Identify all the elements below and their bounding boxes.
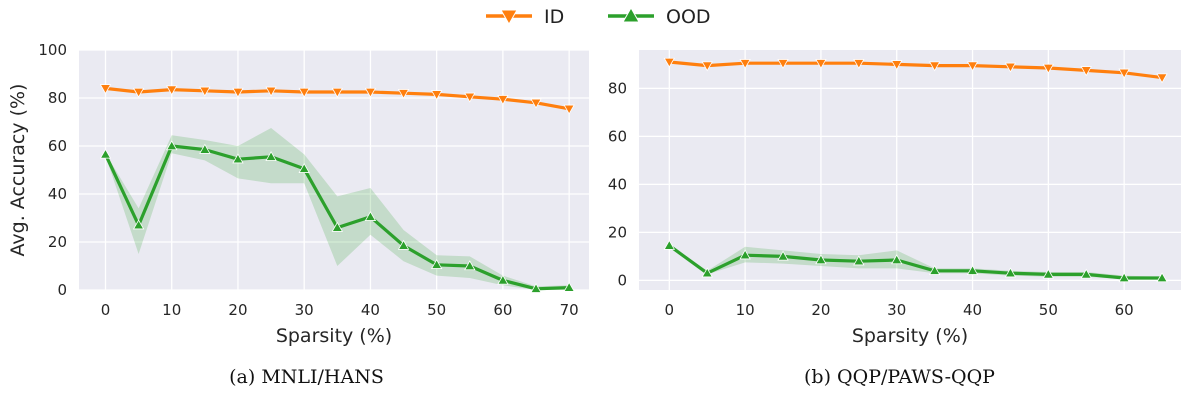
plot-area [639,50,1181,290]
x-tick-label: 60 [493,301,512,319]
x-tick-label: 40 [963,301,982,319]
x-axis-label: Sparsity (%) [852,325,968,347]
x-tick-label: 10 [162,301,181,319]
y-tick-label: 20 [48,233,67,251]
x-tick-label: 50 [427,301,446,319]
x-tick-label: 0 [665,301,675,319]
legend-label: ID [544,6,564,28]
y-tick-label: 40 [48,185,67,203]
chart-a-mnli-hans: 0 10 20 30 40 50 60 70 0 20 40 60 80 100 Sparsity (%) A… [0,36,593,362]
y-tick-label: 0 [617,271,627,289]
x-tick-label: 10 [736,301,755,319]
y-tick-label: 0 [57,281,67,299]
y-tick-label: 60 [48,137,67,155]
legend: ID OOD [0,0,1186,36]
caption-a: (a) MNLI/HANS [0,366,593,388]
x-tick-label: 50 [1039,301,1058,319]
x-tick-label: 0 [101,301,111,319]
x-tick-label: 20 [811,301,830,319]
x-tick-label: 30 [295,301,314,319]
y-tick-label: 80 [48,89,67,107]
x-tick-label: 20 [228,301,247,319]
x-tick-label: 70 [560,301,579,319]
x-tick-label: 60 [1115,301,1134,319]
x-tick-label: 30 [887,301,906,319]
legend-label: OOD [666,6,711,28]
chart-b-qqp-paws: 0 10 20 30 40 50 60 0 20 40 60 80 Sparsity (%) [593,36,1186,362]
y-axis-label: Avg. Accuracy (%) [7,84,29,257]
legend-item-ood: OOD [608,6,711,28]
y-tick-label: 60 [608,127,627,145]
y-tick-label: 80 [608,79,627,97]
x-axis-label: Sparsity (%) [276,325,392,347]
y-tick-label: 40 [608,175,627,193]
legend-item-id: ID [486,6,564,28]
caption-b: (b) QQP/PAWS-QQP [593,366,1186,388]
y-tick-label: 100 [38,41,67,59]
x-tick-label: 40 [361,301,380,319]
y-tick-label: 20 [608,223,627,241]
